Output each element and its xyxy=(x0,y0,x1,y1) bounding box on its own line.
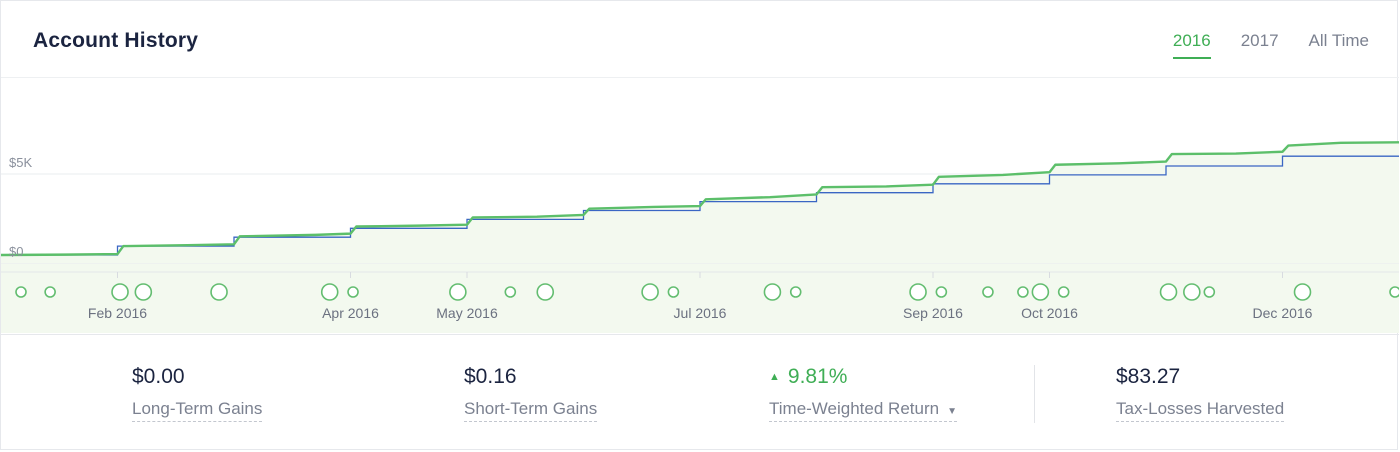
transaction-marker[interactable] xyxy=(1389,286,1399,298)
period-tabs: 2016 2017 All Time xyxy=(1172,31,1369,59)
transaction-marker[interactable] xyxy=(789,286,802,298)
tab-2017[interactable]: 2017 xyxy=(1240,31,1279,50)
transaction-marker[interactable] xyxy=(909,283,927,301)
y-tick-label-0: $0 xyxy=(9,244,23,259)
x-tick-label-6: Dec 2016 xyxy=(1253,305,1313,321)
transaction-marker[interactable] xyxy=(536,283,555,301)
x-tick-label-5: Oct 2016 xyxy=(1021,305,1078,321)
card-header: Account History 2016 2017 All Time xyxy=(1,1,1399,78)
y-tick-label-1: $5K xyxy=(9,155,32,170)
tab-all-time[interactable]: All Time xyxy=(1308,31,1369,50)
short-term-gains-value: $0.16 xyxy=(464,365,517,388)
short-term-gains-label[interactable]: Short-Term Gains xyxy=(464,399,598,422)
transaction-marker[interactable] xyxy=(134,283,153,301)
x-tick-label-3: Jul 2016 xyxy=(674,305,727,321)
caret-down-icon: ▼ xyxy=(947,406,957,417)
transaction-marker[interactable] xyxy=(1057,286,1070,298)
time-weighted-return-value-row: ▲ 9.81% xyxy=(769,365,957,389)
stat-short-term-gains: $0.16 Short-Term Gains xyxy=(464,365,598,422)
page-title: Account History xyxy=(33,29,199,52)
transaction-marker[interactable] xyxy=(44,286,56,298)
transaction-marker[interactable] xyxy=(15,286,27,298)
transaction-marker[interactable] xyxy=(1293,283,1312,301)
transaction-marker[interactable] xyxy=(1017,286,1029,298)
long-term-gains-label[interactable]: Long-Term Gains xyxy=(132,399,263,422)
x-tick-label-4: Sep 2016 xyxy=(903,305,963,321)
tax-losses-harvested-value: $83.27 xyxy=(1116,365,1181,388)
transaction-marker[interactable] xyxy=(320,283,339,301)
tab-2016[interactable]: 2016 xyxy=(1172,31,1211,59)
transaction-marker[interactable] xyxy=(935,286,948,298)
account-history-chart[interactable]: $0 $5K Feb 2016 Apr 2016 May 2016 Jul 2016 Sep… xyxy=(1,77,1399,333)
transaction-marker[interactable] xyxy=(1159,283,1178,301)
transaction-marker[interactable] xyxy=(449,283,467,301)
transaction-marker[interactable] xyxy=(763,283,782,301)
transaction-marker[interactable] xyxy=(210,283,228,301)
transaction-marker[interactable] xyxy=(1031,283,1050,301)
account-value-line xyxy=(1,141,1399,257)
x-tick-label-2: May 2016 xyxy=(436,305,498,321)
transaction-marker[interactable] xyxy=(1203,286,1216,298)
stat-tax-losses-harvested: $83.27 Tax-Losses Harvested xyxy=(1116,365,1285,422)
transaction-marker[interactable] xyxy=(641,283,659,301)
stats-row: $0.00 Long-Term Gains $0.16 Short-Term G… xyxy=(1,334,1399,452)
long-term-gains-value: $0.00 xyxy=(132,365,185,388)
time-weighted-return-value: 9.81% xyxy=(787,365,848,388)
transaction-marker[interactable] xyxy=(982,286,994,298)
transaction-marker[interactable] xyxy=(504,286,517,298)
time-weighted-return-dropdown[interactable]: Time-Weighted Return ▼ xyxy=(769,399,957,422)
transaction-marker[interactable] xyxy=(1183,283,1201,301)
stats-divider xyxy=(1034,365,1035,423)
x-tick-label-1: Apr 2016 xyxy=(322,305,379,321)
up-arrow-icon: ▲ xyxy=(769,371,780,383)
x-tick-label-0: Feb 2016 xyxy=(88,305,147,321)
transaction-marker[interactable] xyxy=(667,286,680,298)
transaction-marker[interactable] xyxy=(347,286,359,298)
stat-long-term-gains: $0.00 Long-Term Gains xyxy=(132,365,263,422)
stat-time-weighted-return: ▲ 9.81% Time-Weighted Return ▼ xyxy=(769,365,957,422)
tax-losses-harvested-label[interactable]: Tax-Losses Harvested xyxy=(1116,399,1285,422)
time-weighted-return-label: Time-Weighted Return xyxy=(769,399,940,418)
transaction-marker[interactable] xyxy=(111,283,129,301)
